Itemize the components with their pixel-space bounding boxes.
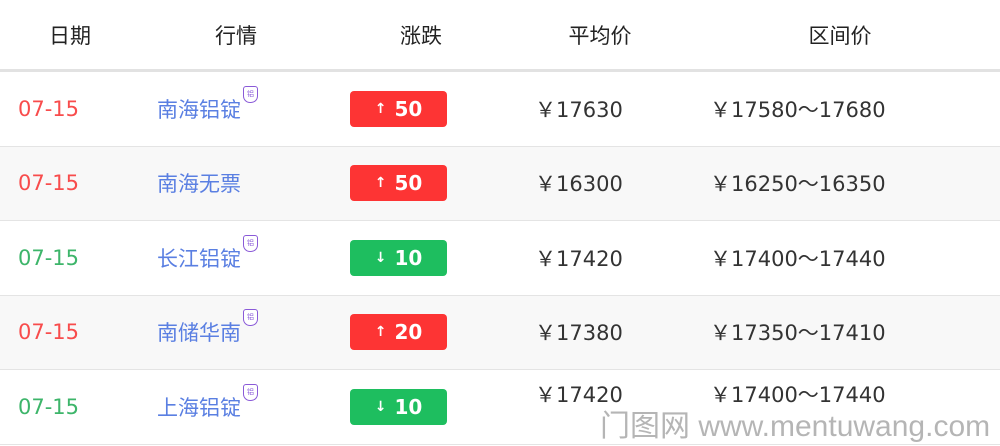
shield-tag-icon: 铝: [243, 234, 258, 252]
market-name: 上海铝锭: [157, 395, 241, 420]
market-name-link[interactable]: 南海铝锭铝: [157, 85, 258, 124]
avg-price: ￥17380: [535, 321, 623, 346]
price-range: ￥17400～17440: [710, 246, 886, 271]
avg-price: ￥17630: [535, 97, 623, 122]
shield-tag-icon: 铝: [243, 383, 258, 401]
change-badge: ↓ 10: [350, 239, 447, 276]
row-date: 07-15: [18, 171, 80, 196]
row-date: 07-15: [18, 245, 80, 270]
avg-price: ￥17420: [535, 383, 623, 408]
market-name-link[interactable]: 南储华南铝: [157, 309, 258, 347]
table-row[interactable]: 07-15 南海铝锭铝 ↑ 50 ￥17630 ￥17580～17680: [0, 72, 1000, 147]
change-value: 50: [394, 96, 423, 121]
arrow-down-icon: ↓: [374, 249, 387, 266]
price-range: ￥17580～17680: [710, 97, 886, 122]
header-market: 行情: [215, 24, 257, 48]
table-row[interactable]: 07-15 上海铝锭铝 ↓ 10 ￥17420 ￥17400～17440: [0, 370, 1000, 445]
change-badge: ↑ 20: [350, 314, 447, 351]
row-date: 07-15: [18, 394, 80, 419]
arrow-up-icon: ↑: [374, 100, 387, 117]
price-range: ￥16250～16350: [710, 172, 886, 197]
avg-price: ￥17420: [535, 246, 623, 271]
price-range: ￥17350～17410: [710, 321, 886, 346]
market-name: 南海无票: [157, 172, 241, 197]
change-value: 20: [394, 320, 423, 345]
market-name: 南海铝锭: [157, 97, 241, 122]
change-badge: ↑ 50: [350, 165, 447, 202]
table-header: 日期 行情 涨跌 平均价 区间价: [0, 0, 1000, 72]
header-range-price: 区间价: [808, 24, 872, 48]
row-date: 07-15: [18, 96, 80, 121]
arrow-up-icon: ↑: [374, 175, 387, 192]
header-change: 涨跌: [400, 24, 442, 48]
change-value: 10: [394, 394, 423, 419]
market-name: 长江铝锭: [157, 246, 241, 271]
header-avg-price: 平均价: [568, 24, 632, 48]
market-name-link[interactable]: 长江铝锭铝: [157, 234, 258, 273]
change-badge: ↓ 10: [350, 388, 447, 425]
table-body: 07-15 南海铝锭铝 ↑ 50 ￥17630 ￥17580～17680 07-15…: [0, 72, 1000, 445]
change-value: 10: [394, 245, 423, 270]
market-name-link[interactable]: 上海铝锭铝: [157, 383, 258, 422]
table-row[interactable]: 07-15 长江铝锭铝 ↓ 10 ￥17420 ￥17400～17440: [0, 221, 1000, 296]
arrow-down-icon: ↓: [374, 398, 387, 415]
avg-price: ￥16300: [535, 172, 623, 197]
table-row[interactable]: 07-15 南储华南铝 ↑ 20 ￥17380 ￥17350～17410: [0, 295, 1000, 370]
change-value: 50: [394, 171, 423, 196]
market-name: 南储华南: [157, 321, 241, 346]
header-date: 日期: [49, 24, 91, 48]
shield-tag-icon: 铝: [243, 85, 258, 103]
shield-tag-icon: 铝: [243, 309, 258, 327]
table-row[interactable]: 07-15 南海无票 ↑ 50 ￥16300 ￥16250～16350: [0, 146, 1000, 221]
market-name-link[interactable]: 南海无票: [157, 168, 241, 198]
change-badge: ↑ 50: [350, 90, 447, 127]
price-range: ￥17400～17440: [710, 383, 886, 408]
arrow-up-icon: ↑: [374, 324, 387, 341]
row-date: 07-15: [18, 320, 80, 345]
